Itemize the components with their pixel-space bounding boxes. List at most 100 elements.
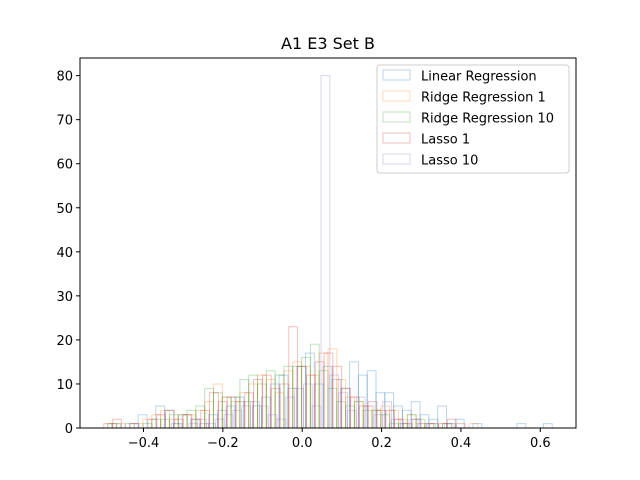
hist-bin [406,414,417,428]
x-tick-label: −0.4 [128,436,160,451]
hist-bin [446,418,457,428]
hist-bin [375,392,386,428]
hist-bin [151,418,162,428]
series-3 [103,326,466,428]
hist-bin [301,357,311,428]
hist-bin [230,401,241,428]
hist-bin [209,392,219,428]
hist-bin [234,396,245,428]
hist-bin [397,418,408,428]
hist-bin [223,414,234,428]
hist-bin [419,414,430,428]
hist-bin [216,409,227,428]
legend-label: Linear Regression [421,70,537,85]
x-tick-label: 0.0 [292,436,313,451]
hist-bin [239,379,250,428]
hist-bin [516,423,527,428]
hist-bin [394,418,404,428]
x-tick-label: 0.4 [451,436,472,451]
hist-bin [279,383,290,428]
hist-bin [301,365,311,428]
bars-layer [103,75,553,428]
hist-bin [128,423,139,428]
hist-bin [364,405,375,428]
hist-bin [373,414,384,428]
hist-bin [257,374,267,428]
hist-bin [380,414,391,428]
hist-bin [265,379,276,428]
hist-bin [212,392,223,428]
hist-bin [190,418,201,428]
hist-bin [397,423,408,428]
hist-bin [336,379,347,428]
hist-bin [195,409,206,428]
hist-bin [415,418,426,428]
hist-bin [311,405,322,428]
hist-bin [248,383,259,428]
hist-bin [294,387,304,428]
hist-bin [217,401,228,428]
hist-bin [278,374,289,428]
hist-bin [445,423,456,428]
hist-bin [355,396,366,428]
hist-bin [296,365,307,428]
hist-bin [168,414,179,428]
hist-bin [455,423,466,428]
hist-bin [353,401,364,428]
hist-bin [384,392,395,428]
hist-bin [241,405,252,428]
hist-bin [239,392,250,428]
hist-bin [318,370,329,428]
hist-bin [323,352,334,428]
hist-bin [349,361,359,428]
hist-bin [177,414,188,428]
hist-bin [380,405,391,428]
hist-bin [181,414,192,428]
hist-bin [225,405,236,428]
x-tick-label: 0.6 [530,436,551,451]
hist-bin [274,392,285,428]
hist-bin [385,409,396,428]
y-tick-label: 50 [56,202,73,217]
y-tick-label: 80 [56,70,73,85]
hist-bin [472,423,483,428]
hist-bin [468,423,479,428]
legend-label: Lasso 1 [421,133,470,148]
hist-bin [443,423,454,428]
hist-bin [371,409,382,428]
hist-bin [276,418,287,428]
hist-bin [417,423,428,428]
hist-bin [221,396,232,428]
hist-bin [402,423,413,428]
hist-bin [393,405,403,428]
legend-label: Ridge Regression 1 [421,91,546,106]
hist-bin [340,387,351,428]
hist-bin [244,392,255,428]
hist-bin [195,405,206,428]
hist-bin [274,374,285,428]
legend-box [376,64,570,174]
hist-bin [322,365,333,428]
hist-bin [206,423,216,428]
hist-bin [358,405,369,428]
hist-bin [338,392,348,428]
hist-bin [204,387,214,428]
hist-bin [164,409,175,428]
hist-bin [112,418,122,428]
hist-bin [292,365,303,428]
series-4 [170,75,454,428]
hist-bin [111,423,122,428]
hist-bin [197,418,207,428]
hist-bin [252,405,262,428]
hist-bin [331,379,342,428]
hist-bin [124,423,135,428]
hist-bin [382,401,392,428]
y-tick-label: 10 [56,378,73,393]
hist-bin [137,414,148,428]
hist-bin [390,418,401,428]
hist-bin [248,374,259,428]
hist-bin [116,423,126,428]
hist-bin [327,387,338,428]
hist-bin [542,423,553,428]
